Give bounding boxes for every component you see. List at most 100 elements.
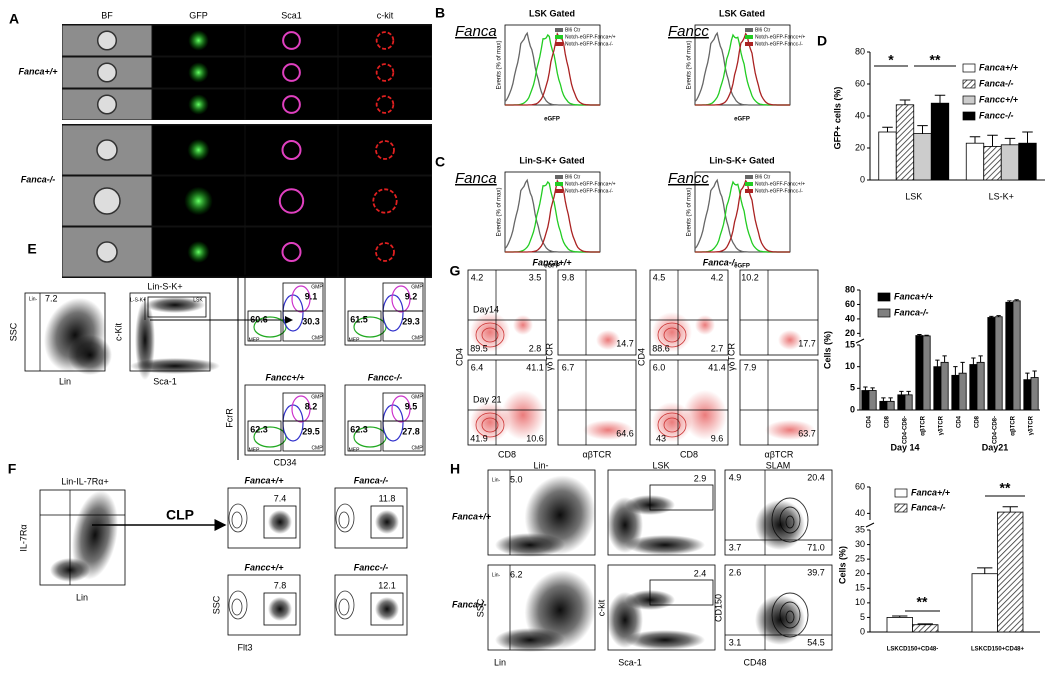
image-cell [338, 89, 432, 120]
gate [263, 505, 297, 539]
y-axis-label: c-kit [596, 599, 606, 616]
x-axis-label: Flt3 [237, 642, 252, 652]
error-bar [917, 125, 928, 134]
cell-sca1 [281, 140, 302, 160]
panel-label: E [27, 241, 36, 257]
bar [930, 102, 950, 181]
error-bar [881, 397, 886, 402]
cell-sca1 [278, 188, 305, 214]
legend-swatch [962, 79, 976, 89]
image-cell [338, 57, 432, 88]
y-axis-label: Cells (%) [837, 546, 847, 584]
x-axis-label: eGFP [544, 117, 560, 123]
x-tick-label: CD4-CD8- [993, 416, 999, 444]
density-cloud [596, 330, 620, 350]
error-bar [1014, 299, 1019, 301]
legend-swatch [745, 35, 753, 39]
gate-value: 29.5 [302, 426, 320, 436]
density-cloud [495, 628, 565, 652]
arrow-label: CLP [166, 507, 194, 523]
legend-label: Fanca+/+ [911, 487, 951, 497]
plot-title: Fanca-/- [354, 475, 389, 485]
quadrant-value: 2.6 [729, 567, 742, 577]
y-axis-label: GFP+ cells (%) [832, 87, 842, 150]
quadrant-value: 14.7 [616, 338, 634, 348]
plot-title: Fancc-/- [354, 562, 389, 572]
bar [895, 104, 915, 181]
plot-frame [344, 274, 426, 346]
gate [347, 420, 382, 452]
bar [913, 133, 932, 181]
legend-label: Fanca+/+ [894, 291, 934, 301]
legend-swatch [555, 35, 563, 39]
gate-label: LSK [193, 297, 203, 303]
gate [382, 310, 424, 342]
plot-frame [39, 489, 126, 586]
bar [971, 573, 998, 633]
quadrant-value: 6.0 [653, 362, 666, 372]
error-bar [1004, 137, 1016, 145]
panel-label: G [450, 263, 461, 279]
x-axis-label: Lin [76, 592, 88, 602]
group-label: Day 14 [890, 442, 919, 452]
gate [247, 310, 282, 342]
y-axis-label: CD4 [636, 348, 646, 366]
y-axis-label: FcrR [224, 408, 234, 428]
column-header: GFP [189, 10, 208, 20]
y-axis-label: Cells (%) [822, 331, 832, 369]
cell-ckit [375, 140, 395, 160]
bar [1005, 301, 1014, 411]
cell-bf [96, 241, 118, 263]
legend-swatch [894, 503, 908, 513]
gate-label: GMP [411, 284, 423, 290]
quadrant-value: 9.6 [711, 433, 724, 443]
gate [649, 579, 714, 606]
plot-frame [724, 469, 833, 556]
x-tick-label: LS-K+ [989, 191, 1014, 201]
legend-label: Fanca-/- [894, 307, 929, 317]
quadrant-value: 10.6 [526, 433, 544, 443]
density-cloud [375, 597, 399, 621]
legend-label: Fanca+/+ [979, 62, 1019, 72]
panel-label: B [435, 5, 445, 21]
contour [475, 322, 505, 348]
quadrant-value: 3.1 [729, 637, 742, 647]
cell-bf [93, 187, 121, 215]
gate-value: 6.2 [510, 569, 523, 579]
error-bar [960, 361, 965, 374]
x-tick-label: LSKCD150+CD48- [887, 647, 939, 653]
y-tick-label: 10 [845, 361, 855, 371]
bar [1012, 300, 1021, 411]
plot-frame [244, 384, 326, 456]
bar [861, 390, 870, 411]
image-cell [245, 57, 338, 88]
gate-value: 7.4 [274, 493, 287, 503]
x-tick-label: γδTCR [939, 415, 945, 435]
gate-label: Lin- [492, 572, 501, 578]
gate-label: CMP [411, 335, 423, 341]
x-axis-label: CD34 [273, 457, 296, 467]
image-cell [338, 125, 432, 175]
x-axis-label: αβTCR [583, 449, 612, 459]
y-tick-label: 15 [855, 583, 865, 593]
legend-swatch [894, 488, 908, 498]
y-tick-label: 80 [845, 284, 855, 294]
y-axis-label: SSC [211, 595, 221, 614]
contour [228, 590, 248, 620]
contour [291, 395, 311, 423]
cell-bf [96, 94, 118, 115]
legend-label: Fanca-/- [911, 502, 946, 512]
contour [663, 327, 681, 343]
y-axis-label: IL-7Rα [18, 524, 28, 551]
gate-value: 11.8 [379, 493, 396, 503]
error-bar [924, 334, 929, 336]
plot-frame [724, 564, 833, 651]
quadrant-value: 20.4 [807, 472, 825, 482]
gate-label: MEP [349, 337, 361, 343]
y-axis-label: CD4 [454, 348, 464, 366]
legend-swatch [962, 111, 976, 121]
panel-label: H [450, 461, 460, 477]
error-bar [906, 390, 911, 395]
gate-value: 61.5 [350, 314, 368, 324]
x-axis-label: Sca-1 [153, 376, 177, 386]
